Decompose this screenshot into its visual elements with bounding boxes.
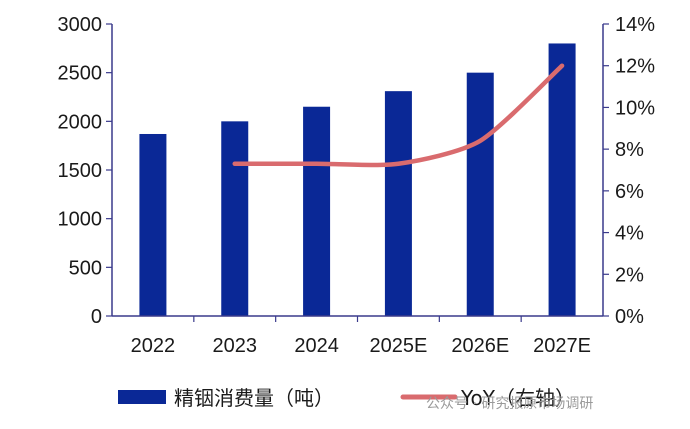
legend: 精铟消费量（吨） YoY（右轴） — [118, 386, 575, 410]
legend-line-label: YoY（右轴） — [460, 386, 575, 410]
left-tick-label: 2000 — [58, 111, 103, 133]
left-tick-label: 1000 — [58, 209, 103, 231]
watermark: 公众号 · 研究报原市场调研 — [426, 395, 593, 412]
bar — [221, 121, 249, 316]
right-tick-label: 14% — [615, 14, 655, 36]
legend-bar-label: 精铟消费量（吨） — [174, 386, 334, 410]
x-tick-label: 2026E — [451, 335, 509, 357]
right-tick-label: 0% — [615, 306, 644, 328]
right-tick-label: 6% — [615, 181, 644, 203]
x-tick-label: 2024 — [294, 335, 339, 357]
left-tick-label: 0 — [91, 306, 102, 328]
axes — [111, 24, 604, 317]
legend-bar-swatch — [118, 390, 166, 404]
x-tick-label: 2025E — [369, 335, 427, 357]
right-tick-label: 10% — [615, 97, 655, 119]
bar — [466, 72, 494, 317]
left-tick-label: 1500 — [58, 160, 103, 182]
yoy-line — [232, 63, 565, 168]
right-tick-label: 2% — [615, 264, 644, 286]
bar — [384, 91, 412, 316]
x-tick-label: 2022 — [131, 335, 176, 357]
right-tick-label: 12% — [615, 56, 655, 78]
left-tick-label: 500 — [69, 257, 102, 279]
right-tick-label: 4% — [615, 223, 644, 245]
yoy-line-path — [232, 63, 565, 168]
left-axis-ticks: 0 500 1000 1500 2000 2500 3000 — [58, 14, 112, 328]
left-tick-label: 2500 — [58, 63, 103, 85]
bar — [303, 106, 331, 316]
right-axis-ticks: 0% 2% 4% 6% 8% 10% 12% 14% — [603, 14, 655, 328]
bar — [139, 133, 167, 316]
x-tick-label: 2027E — [533, 335, 591, 357]
right-tick-label: 8% — [615, 139, 644, 161]
bar — [548, 43, 576, 316]
x-tick-label: 2023 — [213, 335, 258, 357]
x-axis-ticks: 2022 2023 2024 2025E 2026E 2027E — [131, 316, 591, 357]
bars — [139, 43, 576, 317]
left-tick-label: 3000 — [58, 14, 103, 36]
